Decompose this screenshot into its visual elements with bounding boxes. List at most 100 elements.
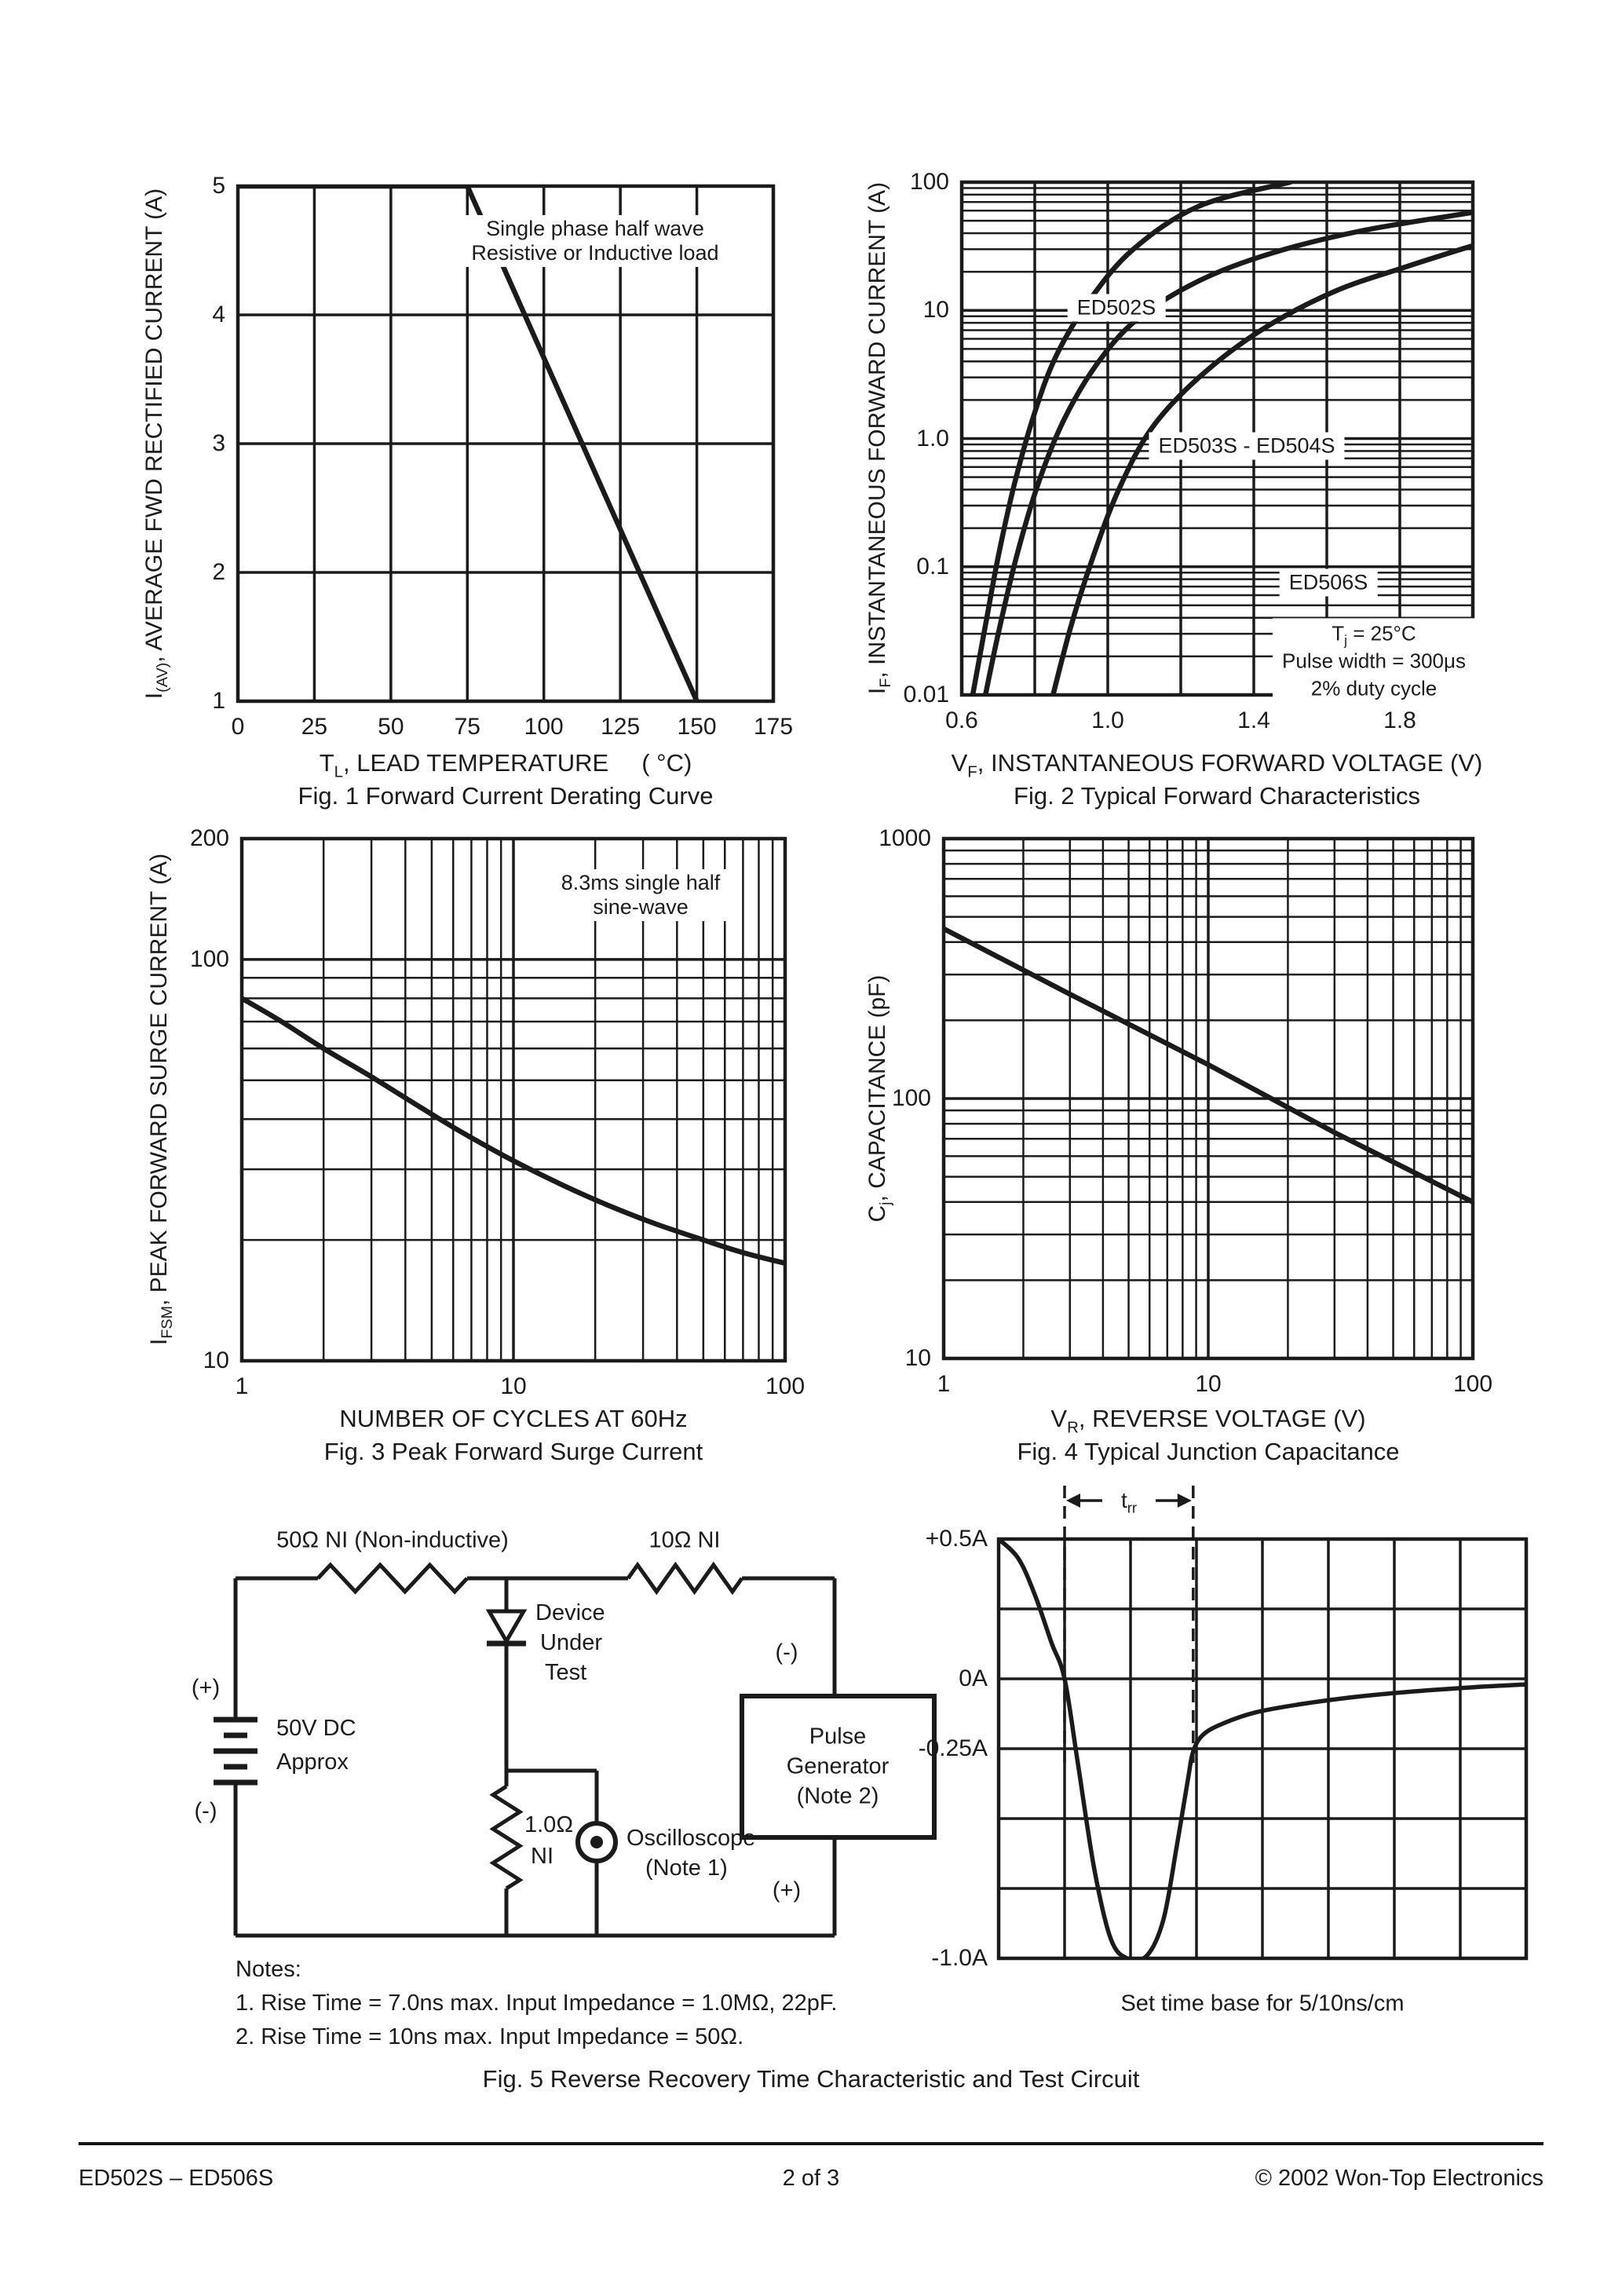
- fig1-xtick-label: 25: [301, 714, 328, 740]
- fig3-annotation: 8.3ms single half sine-wave: [551, 868, 730, 922]
- fig1-xtick-label: 50: [378, 714, 404, 740]
- fig2-curve-label-ed506s: ED506S: [1279, 569, 1378, 597]
- battery-plus-label: (+): [191, 1675, 221, 1701]
- resistor-50ohm: [316, 1562, 469, 1595]
- footer-part-number: ED502S – ED506S: [79, 2166, 274, 2191]
- fig2-ytick-label: 0.01: [903, 682, 949, 707]
- fig4-ytick-label: 10: [904, 1345, 931, 1371]
- footer-rule: [79, 2142, 1543, 2145]
- trr-arrowhead-right: [1177, 1493, 1192, 1508]
- fig2-condition-line-2: Pulse width = 300μs: [1282, 649, 1466, 673]
- fig4-plot-border: [941, 836, 1475, 1361]
- fig2-curve-label-ed502s: ED502S: [1067, 294, 1166, 322]
- fig2-condition-line-3: 2% duty cycle: [1310, 676, 1438, 700]
- fig1-xtick-label: 175: [753, 714, 794, 740]
- fig1-xtick-label: 150: [677, 714, 717, 740]
- resistor-1ohm-label-line-1: 1.0Ω: [524, 1812, 573, 1837]
- fig4-xtick-label: 100: [1452, 1371, 1493, 1397]
- fig1-xtick-label: 0: [231, 714, 245, 740]
- fig3-series-surge_current: [240, 996, 787, 1267]
- note-2: 2. Rise Time = 10ns max. Input Impedance…: [236, 2024, 744, 2049]
- waveform-ylabel-plus05: +0.5A: [925, 1525, 988, 1552]
- oscilloscope-label-line-2: (Note 1): [645, 1855, 728, 1881]
- fig3-xtick-label: 100: [765, 1373, 806, 1399]
- fig2-plot-border: [959, 180, 1475, 697]
- fig2-caption: Fig. 2 Typical Forward Characteristics: [1014, 782, 1420, 810]
- fig2-series-ED502S: [970, 181, 1293, 696]
- battery-label-line-1: 50V DC: [276, 1716, 356, 1741]
- oscilloscope-probe-dot: [590, 1836, 603, 1848]
- fig2-x-axis-title: VF, INSTANTANEOUS FORWARD VOLTAGE (V): [951, 749, 1483, 781]
- pulse-generator-box: [740, 1694, 937, 1840]
- fig4-ytick-label: 100: [891, 1085, 931, 1111]
- footer-page-number: 2 of 3: [782, 2166, 840, 2191]
- fig2-ytick-label: 10: [922, 297, 949, 324]
- dut-label-line-2: Under: [540, 1630, 602, 1655]
- fig1-annotation: Single phase half wave Resistive or Indu…: [462, 214, 729, 268]
- waveform-ylabel-minus025: -0.25A: [918, 1735, 988, 1761]
- waveform-ylabel-zero: 0A: [959, 1665, 988, 1691]
- fig1-plot-border: [236, 184, 776, 704]
- resistor-1ohm-label-line-2: NI: [531, 1844, 553, 1869]
- fig4-xtick-label: 10: [1195, 1371, 1222, 1397]
- pulse-generator-label-line-2: Generator: [786, 1753, 890, 1779]
- fig2-xtick-label: 1.8: [1383, 707, 1416, 733]
- fig1-ytick-label: 4: [212, 302, 225, 327]
- fig2-series-ED503S-ED504S: [982, 210, 1474, 696]
- fig4-xtick-label: 1: [937, 1371, 951, 1397]
- fig1-xtick-label: 75: [454, 714, 480, 740]
- fig3-ytick-label: 100: [189, 945, 229, 972]
- dut-label-line-3: Test: [545, 1660, 587, 1685]
- battery-minus-label: (-): [194, 1798, 217, 1824]
- footer-copyright: © 2002 Won-Top Electronics: [1255, 2166, 1543, 2191]
- fig3-plot-border: [239, 836, 787, 1363]
- note-1: 1. Rise Time = 7.0ns max. Input Impedanc…: [236, 1991, 838, 2016]
- reverse-recovery-waveform: [997, 1537, 1528, 1960]
- fig2-ytick-label: 1.0: [916, 425, 949, 452]
- fig3-xtick-label: 10: [500, 1373, 527, 1399]
- fig2-series-ED506S: [1050, 243, 1474, 696]
- fig3-x-axis-title: NUMBER OF CYCLES AT 60Hz: [339, 1405, 688, 1433]
- fig3-ytick-label: 200: [189, 825, 229, 851]
- fig2-ytick-label: 0.1: [916, 553, 949, 579]
- fig1-xtick-label: 100: [524, 714, 564, 740]
- waveform-caption: Set time base for 5/10ns/cm: [1120, 1991, 1405, 2016]
- fig3-annotation-line-2: sine-wave: [593, 895, 689, 919]
- fig1-ytick-label: 5: [212, 173, 225, 199]
- fig2-condition-line-1: Tj = 25°C: [1332, 621, 1416, 649]
- fig1-ytick-label: 2: [212, 559, 225, 585]
- pulse-generator-label-line-3: (Note 2): [796, 1783, 879, 1809]
- fig4-caption: Fig. 4 Typical Junction Capacitance: [1017, 1438, 1400, 1466]
- fig1-annotation-line-2: Resistive or Inductive load: [471, 241, 719, 265]
- fig5-caption: Fig. 5 Reverse Recovery Time Characteris…: [482, 2065, 1140, 2093]
- fig2-ytick-label: 100: [909, 169, 949, 195]
- oscilloscope-label-line-1: Oscilloscope: [627, 1826, 756, 1851]
- fig2-xtick-label: 1.4: [1237, 707, 1270, 733]
- battery-label-line-2: Approx: [276, 1749, 349, 1775]
- waveform-ylabel-minus1: -1.0A: [931, 1944, 988, 1971]
- fig1-annotation-line-1: Single phase half wave: [486, 216, 704, 240]
- trr-arrowhead-left: [1066, 1493, 1080, 1508]
- resistor-10ohm: [626, 1561, 744, 1596]
- fig4-y-axis-title: Cj, CAPACITANCE (pF): [864, 974, 894, 1223]
- diode-dut-symbol: [485, 1609, 528, 1645]
- fig1-ytick-label: 1: [212, 688, 225, 714]
- generator-minus-label: (-): [775, 1640, 798, 1665]
- fig3-ytick-label: 10: [203, 1347, 229, 1373]
- resistor-10ohm-label: 10Ω NI: [648, 1527, 721, 1553]
- generator-plus-label: (+): [772, 1877, 802, 1903]
- dut-label-line-1: Device: [535, 1600, 605, 1625]
- fig3-y-axis-title: IFSM, PEAK FORWARD SURGE CURRENT (A): [145, 853, 176, 1346]
- fig2-xtick-label: 1.0: [1091, 707, 1124, 733]
- fig1-caption: Fig. 1 Forward Current Derating Curve: [298, 782, 714, 810]
- trr-label: trr: [1120, 1487, 1138, 1516]
- fig1-ytick-label: 3: [212, 430, 225, 456]
- fig1-y-axis-title: I(AV), AVERAGE FWD RECTIFIED CURRENT (A): [141, 188, 171, 700]
- fig4-series-junction_capacitance: [942, 926, 1474, 1205]
- fig4-ytick-label: 1000: [879, 825, 931, 851]
- waveform-border: [996, 1537, 1529, 1961]
- fig3-annotation-line-1: 8.3ms single half: [561, 870, 721, 894]
